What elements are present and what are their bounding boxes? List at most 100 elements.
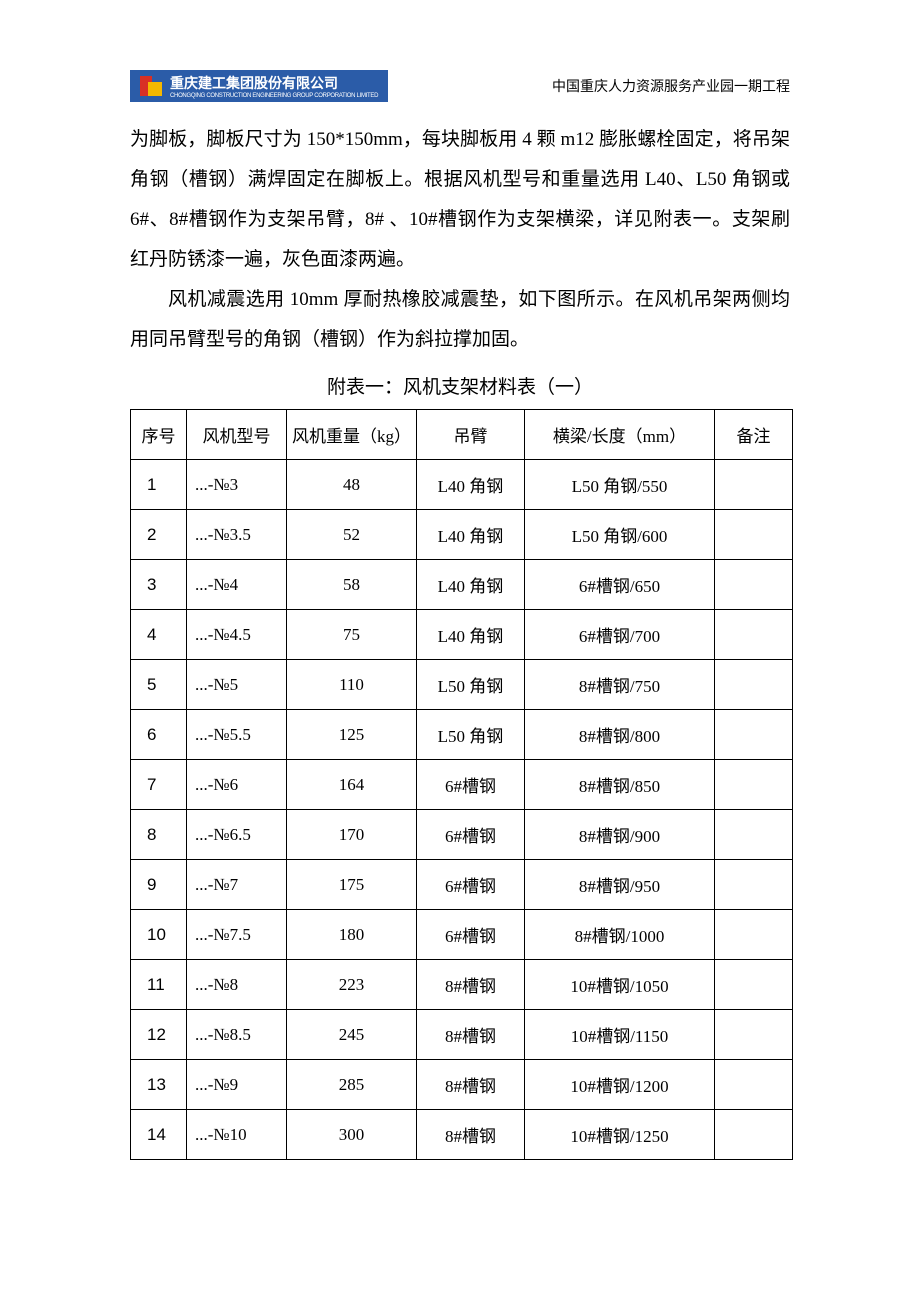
table-cell: 8#槽钢	[417, 960, 525, 1010]
table-cell: 8#槽钢/850	[525, 760, 715, 810]
table-cell: 5	[131, 660, 187, 710]
table-cell	[715, 560, 793, 610]
table-row: 3...-№458L40 角钢6#槽钢/650	[131, 560, 793, 610]
table-cell: ...-№7	[187, 860, 287, 910]
table-cell: 6#槽钢	[417, 810, 525, 860]
table-cell	[715, 810, 793, 860]
table-cell: 8#槽钢/950	[525, 860, 715, 910]
table-cell	[715, 760, 793, 810]
col-header-weight: 风机重量（kg）	[287, 410, 417, 460]
table-cell	[715, 860, 793, 910]
table-cell: 8#槽钢	[417, 1060, 525, 1110]
table-cell: 13	[131, 1060, 187, 1110]
table-cell: 285	[287, 1060, 417, 1110]
table-header-row: 序号 风机型号 风机重量（kg） 吊臂 横梁/长度（mm） 备注	[131, 410, 793, 460]
table-row: 2...-№3.552L40 角钢L50 角钢/600	[131, 510, 793, 560]
table-cell: 7	[131, 760, 187, 810]
table-cell: ...-№9	[187, 1060, 287, 1110]
table-cell: 10#槽钢/1200	[525, 1060, 715, 1110]
table-cell: 6#槽钢	[417, 860, 525, 910]
company-text-block: 重庆建工集团股份有限公司 CHONGQING CONSTRUCTION ENGI…	[170, 73, 378, 99]
table-cell: 75	[287, 610, 417, 660]
col-header-model: 风机型号	[187, 410, 287, 460]
table-cell: 1	[131, 460, 187, 510]
table-cell: 223	[287, 960, 417, 1010]
table-row: 14...-№103008#槽钢10#槽钢/1250	[131, 1110, 793, 1160]
table-cell: 8#槽钢/1000	[525, 910, 715, 960]
table-cell: 10#槽钢/1050	[525, 960, 715, 1010]
col-header-note: 备注	[715, 410, 793, 460]
table-cell: 10#槽钢/1150	[525, 1010, 715, 1060]
table-cell	[715, 610, 793, 660]
paragraph-2: 风机减震选用 10mm 厚耐热橡胶减震垫，如下图所示。在风机吊架两侧均用同吊臂型…	[130, 280, 790, 360]
company-logo-icon	[130, 70, 170, 102]
company-logo-block: 重庆建工集团股份有限公司 CHONGQING CONSTRUCTION ENGI…	[130, 70, 388, 102]
table-cell	[715, 1110, 793, 1160]
table-cell: ...-№4	[187, 560, 287, 610]
table-cell: ...-№6.5	[187, 810, 287, 860]
table-cell: 300	[287, 1110, 417, 1160]
table-cell: 110	[287, 660, 417, 710]
table-cell: 58	[287, 560, 417, 610]
table-cell: 14	[131, 1110, 187, 1160]
table-title: 附表一：风机支架材料表（一）	[130, 372, 790, 399]
table-cell: 4	[131, 610, 187, 660]
table-cell: 3	[131, 560, 187, 610]
table-cell: L50 角钢	[417, 660, 525, 710]
page-header: 重庆建工集团股份有限公司 CHONGQING CONSTRUCTION ENGI…	[130, 70, 790, 102]
table-cell: 8#槽钢/800	[525, 710, 715, 760]
paragraph-1: 为脚板，脚板尺寸为 150*150mm，每块脚板用 4 颗 m12 膨胀螺栓固定…	[130, 120, 790, 280]
table-cell	[715, 960, 793, 1010]
table-cell: 6#槽钢/650	[525, 560, 715, 610]
table-cell: 164	[287, 760, 417, 810]
table-cell: 8#槽钢/900	[525, 810, 715, 860]
col-header-seq: 序号	[131, 410, 187, 460]
table-cell: 175	[287, 860, 417, 910]
table-cell: 125	[287, 710, 417, 760]
table-cell: ...-№4.5	[187, 610, 287, 660]
table-cell: 6	[131, 710, 187, 760]
table-cell: L50 角钢/550	[525, 460, 715, 510]
table-cell: 6#槽钢	[417, 760, 525, 810]
table-cell: 6#槽钢/700	[525, 610, 715, 660]
table-row: 8...-№6.51706#槽钢8#槽钢/900	[131, 810, 793, 860]
table-row: 7...-№61646#槽钢8#槽钢/850	[131, 760, 793, 810]
table-cell: L40 角钢	[417, 560, 525, 610]
table-cell	[715, 710, 793, 760]
table-row: 9...-№71756#槽钢8#槽钢/950	[131, 860, 793, 910]
table-cell: ...-№8.5	[187, 1010, 287, 1060]
table-cell: 245	[287, 1010, 417, 1060]
table-cell: ...-№5	[187, 660, 287, 710]
table-row: 1...-№348L40 角钢L50 角钢/550	[131, 460, 793, 510]
material-table: 序号 风机型号 风机重量（kg） 吊臂 横梁/长度（mm） 备注 1...-№3…	[130, 409, 793, 1160]
project-name: 中国重庆人力资源服务产业园一期工程	[552, 76, 790, 96]
table-cell: 170	[287, 810, 417, 860]
table-cell: ...-№3	[187, 460, 287, 510]
table-row: 13...-№92858#槽钢10#槽钢/1200	[131, 1060, 793, 1110]
table-row: 12...-№8.52458#槽钢10#槽钢/1150	[131, 1010, 793, 1060]
table-body: 1...-№348L40 角钢L50 角钢/5502...-№3.552L40 …	[131, 460, 793, 1160]
table-cell: L40 角钢	[417, 460, 525, 510]
table-cell	[715, 510, 793, 560]
table-cell	[715, 1010, 793, 1060]
company-subtext: CHONGQING CONSTRUCTION ENGINEERING GROUP…	[170, 93, 378, 99]
table-cell: ...-№10	[187, 1110, 287, 1160]
table-row: 10...-№7.51806#槽钢8#槽钢/1000	[131, 910, 793, 960]
table-cell: ...-№7.5	[187, 910, 287, 960]
table-cell: 52	[287, 510, 417, 560]
table-cell: 8#槽钢	[417, 1110, 525, 1160]
table-cell: ...-№3.5	[187, 510, 287, 560]
table-cell: 180	[287, 910, 417, 960]
table-cell: L50 角钢/600	[525, 510, 715, 560]
table-cell: L40 角钢	[417, 610, 525, 660]
table-row: 5...-№5110L50 角钢8#槽钢/750	[131, 660, 793, 710]
table-cell	[715, 460, 793, 510]
table-cell: 2	[131, 510, 187, 560]
col-header-arm: 吊臂	[417, 410, 525, 460]
table-cell: 9	[131, 860, 187, 910]
table-cell: ...-№8	[187, 960, 287, 1010]
table-cell: L50 角钢	[417, 710, 525, 760]
table-cell: ...-№6	[187, 760, 287, 810]
table-cell: 8	[131, 810, 187, 860]
table-cell: 10	[131, 910, 187, 960]
